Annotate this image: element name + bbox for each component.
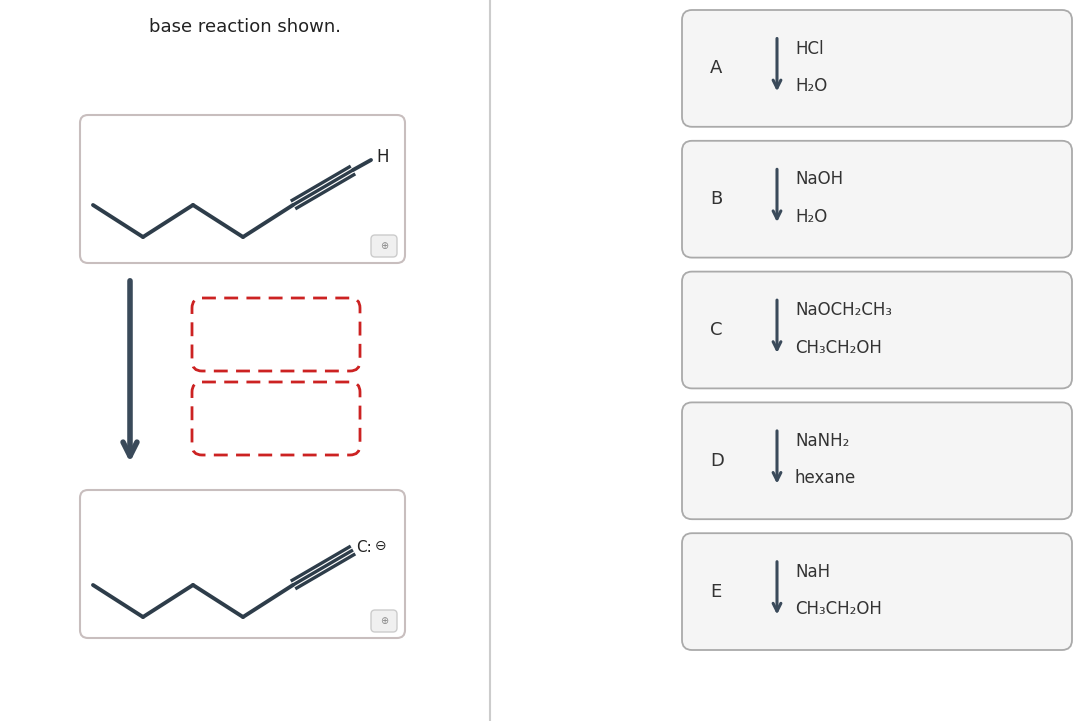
Text: H₂O: H₂O: [795, 77, 827, 95]
Text: B: B: [710, 190, 722, 208]
Text: base reaction shown.: base reaction shown.: [149, 18, 341, 36]
Text: H₂O: H₂O: [795, 208, 827, 226]
Text: NaOH: NaOH: [795, 170, 843, 188]
Text: A: A: [710, 59, 722, 77]
Text: ⊕: ⊕: [380, 241, 388, 251]
FancyBboxPatch shape: [80, 115, 405, 263]
FancyBboxPatch shape: [682, 272, 1072, 389]
FancyBboxPatch shape: [192, 382, 360, 455]
Text: ⊖: ⊖: [375, 539, 386, 553]
Text: E: E: [710, 583, 721, 601]
Text: D: D: [710, 452, 723, 470]
Text: H: H: [376, 148, 388, 166]
FancyBboxPatch shape: [682, 10, 1072, 127]
Text: CH₃CH₂OH: CH₃CH₂OH: [795, 600, 882, 618]
Text: CH₃CH₂OH: CH₃CH₂OH: [795, 339, 882, 356]
FancyBboxPatch shape: [371, 235, 397, 257]
FancyBboxPatch shape: [682, 534, 1072, 650]
Text: NaH: NaH: [795, 563, 830, 580]
Text: C:: C:: [356, 541, 372, 555]
FancyBboxPatch shape: [682, 141, 1072, 257]
FancyBboxPatch shape: [192, 298, 360, 371]
Text: ⊕: ⊕: [380, 616, 388, 626]
FancyBboxPatch shape: [682, 402, 1072, 519]
Text: C: C: [710, 321, 722, 339]
Text: NaOCH₂CH₃: NaOCH₂CH₃: [795, 301, 892, 319]
Text: hexane: hexane: [795, 469, 856, 487]
Text: NaNH₂: NaNH₂: [795, 432, 850, 450]
FancyBboxPatch shape: [80, 490, 405, 638]
Text: HCl: HCl: [795, 40, 824, 58]
FancyBboxPatch shape: [371, 610, 397, 632]
